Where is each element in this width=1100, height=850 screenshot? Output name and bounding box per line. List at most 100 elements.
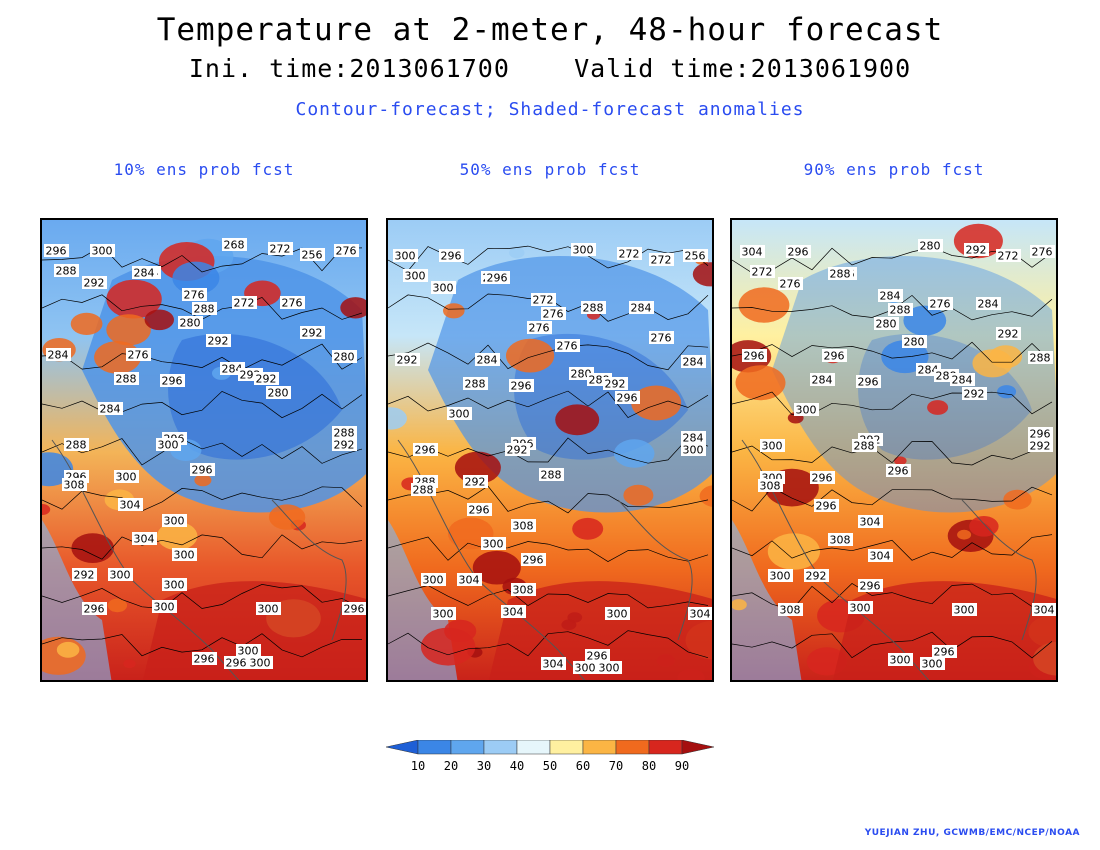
contour-value-label: 296 [160, 374, 185, 388]
svg-text:292: 292 [966, 244, 987, 257]
contour-value-label: 292 [1028, 439, 1053, 453]
svg-text:304: 304 [120, 499, 141, 512]
temperature-contour [732, 486, 1053, 512]
svg-text:300: 300 [850, 602, 871, 615]
svg-text:272: 272 [651, 254, 672, 267]
colorbar-segment [483, 739, 518, 755]
contour-value-label: 280 [918, 239, 943, 253]
svg-text:300: 300 [922, 658, 943, 671]
svg-text:296: 296 [860, 580, 881, 593]
contour-value-label: 304 [457, 573, 482, 587]
contour-value-label: 292 [254, 372, 279, 386]
anomaly-patch [692, 262, 712, 287]
temperature-contour [388, 390, 709, 419]
contour-value-label: 296 [932, 645, 957, 659]
contour-value-label: 288 [581, 301, 606, 315]
contour-value-label: 296 [190, 463, 215, 477]
panel-title-50: 50% ens prob fcst [459, 160, 641, 179]
contour-value-label: 276 [126, 348, 151, 362]
anomaly-patch [732, 599, 747, 611]
svg-text:292: 292 [74, 569, 95, 582]
svg-text:296: 296 [824, 350, 845, 363]
contour-value-label: 284 [810, 373, 835, 387]
contour-value-label: 300 [481, 537, 506, 551]
contour-value-label: 300 [236, 644, 261, 658]
anomaly-patch [738, 287, 790, 323]
colorbar-tick-label: 50 [543, 759, 557, 773]
contour-value-label: 300 [431, 607, 456, 621]
contour-value-label: 296 [1028, 427, 1053, 441]
svg-text:272: 272 [998, 250, 1019, 263]
coastline [617, 499, 693, 641]
svg-text:300: 300 [164, 579, 185, 592]
colorbar-segment [549, 739, 584, 755]
contour-value-label: 308 [511, 583, 536, 597]
contour-value-label: 296 [224, 656, 249, 670]
contour-value-label: 276 [182, 288, 207, 302]
temperature-contour [732, 341, 1053, 364]
contour-value-label: 296 [413, 443, 438, 457]
svg-text:300: 300 [110, 569, 131, 582]
anomaly-patch [443, 303, 465, 319]
contour-value-label: 300 [571, 243, 596, 257]
chart-subtitle: Ini. time:2013061700 Valid time:20130619… [188, 54, 912, 83]
temperature-contour [42, 343, 363, 371]
contour-value-label: 296 [814, 499, 839, 513]
temperature-contour [732, 534, 1053, 561]
contour-value-label: 300 [760, 439, 785, 453]
contour-value-label: 308 [828, 533, 853, 547]
contour-value-label: 300 [605, 607, 630, 621]
chart-description: Contour-forecast; Shaded-forecast anomal… [295, 99, 805, 120]
svg-text:296: 296 [226, 657, 247, 670]
svg-text:308: 308 [780, 604, 801, 617]
svg-text:300: 300 [116, 471, 137, 484]
svg-text:300: 300 [423, 574, 444, 587]
anomaly-patch [71, 533, 114, 563]
contour-value-label: 292 [82, 276, 107, 290]
svg-text:300: 300 [607, 608, 628, 621]
svg-text:276: 276 [543, 308, 564, 321]
contour-value-label: 288 [64, 438, 89, 452]
temperature-contour [42, 438, 363, 466]
svg-text:296: 296 [415, 444, 436, 457]
svg-text:300: 300 [796, 404, 817, 417]
contour-value-label: 300 [421, 573, 446, 587]
contour-value-label: 292 [332, 438, 357, 452]
svg-text:288: 288 [116, 373, 137, 386]
svg-text:296: 296 [587, 650, 608, 663]
svg-text:304: 304 [543, 658, 564, 671]
colorbar-low-arrow [385, 739, 419, 755]
contour-value-label: 304 [740, 245, 765, 259]
colorbar-tick-label: 90 [675, 759, 689, 773]
svg-text:292: 292 [334, 439, 355, 452]
contour-value-label: 272 [996, 249, 1021, 263]
svg-text:276: 276 [780, 278, 801, 291]
colorbar-tick-label: 10 [411, 759, 425, 773]
contour-value-label: 292 [463, 475, 488, 489]
anomaly-patch [56, 641, 80, 658]
svg-text:300: 300 [683, 444, 704, 457]
contour-value-label: 296 [439, 249, 464, 263]
contour-value-label: 276 [928, 297, 953, 311]
colorbar-segment [648, 739, 683, 755]
contour-value-label: 296 [585, 649, 610, 663]
svg-text:284: 284 [978, 298, 999, 311]
temperature-contour [42, 390, 363, 419]
svg-text:288: 288 [334, 427, 355, 440]
svg-text:284: 284 [631, 302, 652, 315]
anomaly-patch [340, 297, 366, 319]
svg-text:304: 304 [503, 606, 524, 619]
contour-value-label: 268 [222, 238, 247, 252]
svg-text:296: 296 [1030, 428, 1051, 441]
svg-text:288: 288 [583, 302, 604, 315]
svg-text:284: 284 [683, 432, 704, 445]
svg-text:256: 256 [685, 250, 706, 263]
svg-text:296: 296 [192, 464, 213, 477]
anomaly-patch [623, 484, 654, 506]
svg-text:300: 300 [575, 662, 596, 675]
contour-value-label: 272 [531, 293, 556, 307]
contour-value-label: 300 [393, 249, 418, 263]
svg-text:300: 300 [158, 439, 179, 452]
map-panel-10: 2963002882922842682722562762842882802762… [40, 218, 368, 682]
contour-value-label: 276 [1030, 245, 1055, 259]
